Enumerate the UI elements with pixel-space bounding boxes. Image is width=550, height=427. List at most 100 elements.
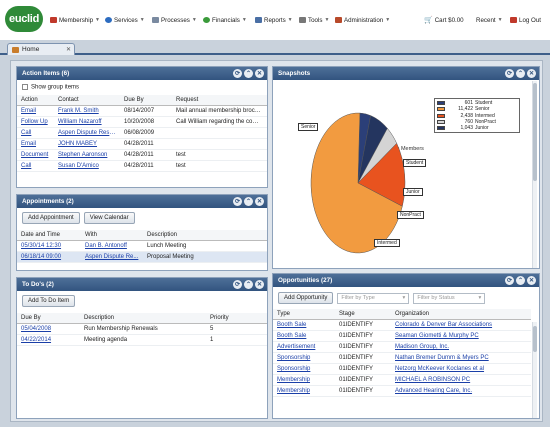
todo-date-link[interactable]: 05/04/2008: [17, 323, 80, 335]
legend-entry: 2,438 Intermed: [437, 113, 517, 119]
opportunity-type-link[interactable]: Booth Sale: [273, 319, 335, 331]
column-header[interactable]: Due By: [120, 95, 172, 106]
contact-link[interactable]: Frank M. Smith: [54, 105, 120, 117]
contact-link[interactable]: William Nazaroff: [54, 116, 120, 128]
chevron-down-icon: ▼: [497, 17, 503, 23]
action-link[interactable]: Email: [17, 105, 54, 117]
cart-link[interactable]: 🛒 Cart $0.00: [424, 16, 464, 25]
euclid-logo[interactable]: euclid: [5, 6, 43, 32]
column-header[interactable]: Priority: [206, 313, 267, 324]
table-row: 05/04/2008 Run Membership Renewals 5: [17, 323, 267, 335]
menu-recent[interactable]: Recent ▼: [476, 16, 503, 24]
refresh-icon[interactable]: ⟳: [233, 280, 242, 289]
column-header[interactable]: Due By: [17, 313, 80, 324]
opportunity-type-link[interactable]: Membership: [273, 374, 335, 386]
opportunity-type-link[interactable]: Sponsorship: [273, 352, 335, 364]
chevron-down-icon: ▾: [478, 295, 482, 301]
opportunity-type-link[interactable]: Booth Sale: [273, 330, 335, 342]
scrollbar-thumb[interactable]: [533, 83, 537, 181]
opportunity-type-link[interactable]: Advertisement: [273, 341, 335, 353]
menu-financials[interactable]: Financials ▼: [203, 15, 247, 25]
request-text: Mail annual membership broch...: [172, 105, 267, 117]
filter-type-select[interactable]: Filter by Type ▾: [337, 292, 410, 304]
tab-home[interactable]: Home ✕: [7, 43, 75, 55]
action-items-table: Action Contact Due By Request Email Frank M.…: [17, 95, 267, 172]
collapse-icon[interactable]: ⌃: [516, 69, 525, 78]
organization-link[interactable]: Colorado & Denver Bar Associations: [391, 319, 531, 331]
contact-link[interactable]: Aspen Dispute Re...: [81, 251, 143, 263]
appointment-date-link[interactable]: 05/30/14 12:30: [17, 240, 81, 252]
close-icon[interactable]: ✕: [255, 280, 264, 289]
snapshots-scrollbar[interactable]: [532, 81, 537, 268]
pie-label-student: Student: [403, 159, 427, 167]
collapse-icon[interactable]: ⌃: [244, 69, 253, 78]
scrollbar-thumb[interactable]: [533, 326, 537, 352]
refresh-icon[interactable]: ⟳: [233, 197, 242, 206]
refresh-icon[interactable]: ⟳: [505, 276, 514, 285]
column-header[interactable]: Action: [17, 95, 54, 106]
menu-services[interactable]: Services ▼: [105, 15, 145, 25]
column-header[interactable]: Stage: [335, 309, 391, 320]
column-header[interactable]: Date and Time: [17, 230, 81, 241]
administration-icon: [335, 17, 342, 23]
view-calendar-button[interactable]: View Calendar: [83, 212, 135, 224]
refresh-icon[interactable]: ⟳: [233, 69, 242, 78]
contact-link[interactable]: Aspen Dispute Reso...: [54, 127, 120, 139]
top-bar: euclid Membership ▼ Services ▼ Processes ▼ …: [0, 0, 550, 40]
filter-status-select[interactable]: Filter by Status ▾: [413, 292, 486, 304]
table-row: 04/22/2014 Meeting agenda 1: [17, 334, 267, 346]
collapse-icon[interactable]: ⌃: [244, 280, 253, 289]
add-todo-button[interactable]: Add To Do Item: [22, 295, 76, 307]
collapse-icon[interactable]: ⌃: [244, 197, 253, 206]
menu-membership[interactable]: Membership ▼: [50, 15, 100, 25]
column-header[interactable]: With: [81, 230, 143, 241]
column-header[interactable]: Contact: [54, 95, 120, 106]
collapse-icon[interactable]: ⌃: [516, 276, 525, 285]
panel-header: Opportunities (27) ⟳ ⌃ ✕: [273, 274, 539, 287]
show-group-checkbox[interactable]: [22, 84, 28, 90]
close-icon[interactable]: ✕: [255, 69, 264, 78]
pie-label-junior: Junior: [403, 188, 423, 196]
opportunity-type-link[interactable]: Sponsorship: [273, 363, 335, 375]
add-opportunity-button[interactable]: Add Opportunity: [278, 292, 334, 304]
organization-link[interactable]: Madison Group, Inc.: [391, 341, 531, 353]
organization-link[interactable]: Nathan Bremer Dumm & Myers PC: [391, 352, 531, 364]
menu-tools[interactable]: Tools ▼: [299, 15, 329, 25]
action-link[interactable]: Call: [17, 127, 54, 139]
logout-link[interactable]: Log Out: [510, 15, 541, 25]
organization-link[interactable]: Advanced Hearing Care, Inc.: [391, 385, 531, 397]
legend-swatch: [437, 126, 445, 131]
column-header[interactable]: Description: [143, 230, 267, 241]
table-row: Call Susan D'Amico 04/28/2011 test: [17, 160, 267, 172]
action-link[interactable]: Follow Up: [17, 116, 54, 128]
appointment-date-link[interactable]: 06/18/14 09:00: [17, 251, 81, 263]
organization-link[interactable]: Netzorg McKeever Koclanes et al: [391, 363, 531, 375]
close-icon[interactable]: ✕: [527, 69, 536, 78]
contact-link[interactable]: Susan D'Amico: [54, 160, 120, 172]
menu-reports[interactable]: Reports ▼: [255, 15, 293, 25]
menu-processes[interactable]: Processes ▼: [152, 15, 197, 25]
column-header[interactable]: Request: [172, 95, 267, 106]
refresh-icon[interactable]: ⟳: [505, 69, 514, 78]
action-link[interactable]: Call: [17, 160, 54, 172]
action-link[interactable]: Document: [17, 149, 54, 161]
organization-link[interactable]: Seaman Giometti & Murphy PC: [391, 330, 531, 342]
close-icon[interactable]: ✕: [255, 197, 264, 206]
contact-link[interactable]: Stephen Aaronson: [54, 149, 120, 161]
add-appointment-button[interactable]: Add Appointment: [22, 212, 80, 224]
menu-administration[interactable]: Administration ▼: [335, 15, 390, 25]
organization-link[interactable]: MICHAEL A ROBINSON PC: [391, 374, 531, 386]
column-header[interactable]: Description: [80, 313, 206, 324]
action-link[interactable]: Email: [17, 138, 54, 150]
opportunities-scrollbar[interactable]: [532, 322, 537, 418]
legend-entry: 601 Student: [437, 100, 517, 106]
close-icon[interactable]: ✕: [65, 47, 71, 53]
column-header[interactable]: Type: [273, 309, 335, 320]
column-header[interactable]: Organization: [391, 309, 531, 320]
close-icon[interactable]: ✕: [527, 276, 536, 285]
contact-link[interactable]: Dan B. Antonoff: [81, 240, 143, 252]
contact-link[interactable]: JOHN MABEY: [54, 138, 120, 150]
opportunity-type-link[interactable]: Membership: [273, 385, 335, 397]
workspace: Action Items (6) ⟳ ⌃ ✕ Show group items Ac…: [10, 60, 543, 422]
todo-date-link[interactable]: 04/22/2014: [17, 334, 80, 346]
